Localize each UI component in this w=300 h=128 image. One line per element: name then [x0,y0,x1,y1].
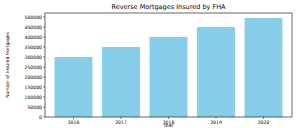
y-tick [43,57,45,58]
bars [55,18,283,117]
x-tick-label: 2016 [68,120,80,125]
chart-container: 0 50000 100000 150000 200000 250000 300000 3500… [0,0,300,128]
y-tick [43,77,45,78]
y-tick [43,47,45,48]
bar [102,47,140,117]
y-tick-label: 450000 [24,25,42,30]
chart-svg: 0 50000 100000 150000 200000 250000 300000 3500… [0,0,300,128]
y-tick [43,67,45,68]
bar [55,57,93,117]
y-axis-label: Number of Insured Mortgages [5,31,10,97]
y-tick [43,117,45,118]
y-tick-label: 500000 [24,15,42,20]
y-tick-label: 400000 [24,35,42,40]
y-tick-label: 200000 [24,75,42,80]
y-tick-label: 150000 [24,85,42,90]
y-tick-label: 350000 [24,45,42,50]
y-tick [43,107,45,108]
plot-frame [45,13,292,117]
y-tick-label: 50000 [27,105,42,110]
y-tick [43,17,45,18]
y-tick [43,97,45,98]
bar [245,18,283,117]
bar [197,27,235,117]
x-tick-label: 2020 [258,120,270,125]
y-tick [43,37,45,38]
bar [150,37,188,117]
y-tick-label: 250000 [24,65,42,70]
y-tick-label: 300000 [24,55,42,60]
x-axis-label: Year [162,123,173,128]
y-tick [43,87,45,88]
y-tick [43,27,45,28]
chart-title: Reverse Mortgages Insured by FHA [111,3,226,11]
x-tick-label: 2019 [210,120,222,125]
y-tick-label: 100000 [24,95,42,100]
y-tick-label: 0 [39,115,42,120]
x-tick-label: 2017 [115,120,127,125]
